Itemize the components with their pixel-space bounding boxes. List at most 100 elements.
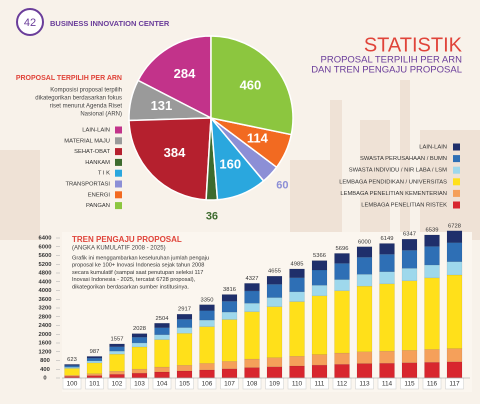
x-tick-label: 112	[337, 381, 348, 388]
x-tick-label: 109	[269, 381, 280, 388]
bar-segment	[109, 343, 125, 347]
y-tick-label: 1600	[39, 341, 52, 347]
bar-total-label: 2504	[156, 316, 170, 322]
bar-segment	[244, 283, 260, 292]
bar-segment	[131, 346, 148, 370]
bar-segment	[424, 264, 440, 279]
x-tick-label: 115	[404, 381, 415, 388]
bar-total-label: 1557	[111, 336, 124, 342]
bar-segment	[311, 295, 328, 355]
bar-segment	[356, 274, 373, 287]
legend-swatch	[115, 169, 122, 177]
bar-segment	[199, 319, 215, 327]
bar-total-label: 6347	[403, 232, 416, 238]
bar-segment	[221, 319, 238, 362]
bar-segment	[221, 311, 238, 320]
bar-segment	[424, 362, 440, 379]
bar-segment	[154, 327, 170, 335]
bar-segment	[86, 360, 103, 364]
bar-total-label: 5696	[336, 246, 349, 252]
bar-segment	[311, 260, 328, 271]
bar-segment	[109, 353, 125, 372]
bar-total-label: 2917	[178, 307, 191, 313]
bar-segment	[109, 374, 125, 379]
page-subtitle: PROPOSAL TERPILIH PER ARN	[321, 55, 463, 66]
pie-subtitle: Komposisi proposal terpilih	[50, 88, 122, 94]
legend-label: MATERIAL MAJU	[64, 138, 110, 144]
x-tick-label: 102	[112, 381, 123, 388]
x-tick-label: 100	[67, 381, 78, 388]
bar-segment	[334, 364, 350, 379]
bar-segment	[424, 246, 440, 266]
bar-segment	[154, 366, 170, 373]
x-tick-label: 105	[179, 381, 190, 388]
bar-segment	[266, 297, 283, 307]
bar-total-label: 987	[90, 349, 100, 355]
bar-segment	[221, 368, 238, 379]
bar-segment	[176, 319, 193, 328]
x-tick-label: 106	[202, 381, 213, 388]
x-tick-label: 101	[89, 381, 100, 388]
bar-segment	[266, 366, 283, 379]
bar-segment	[356, 351, 373, 364]
bar-total-label: 3816	[223, 287, 236, 293]
bar-total-label: 5366	[313, 253, 326, 259]
bar-total-label: 4985	[291, 261, 304, 267]
bar-segment	[446, 361, 463, 379]
bar-total-label: 623	[67, 357, 77, 363]
bar-total-label: 6000	[358, 239, 371, 245]
bar-segment	[334, 352, 350, 365]
bar-annotation: Inovasi Indonesia - 2025, tercatat 6728 …	[72, 277, 196, 283]
bar-total-label: 6149	[381, 236, 394, 242]
bar-segment	[289, 301, 305, 357]
y-tick-label: 4000	[39, 288, 52, 294]
y-tick-label: 0	[43, 376, 46, 382]
pie-slice	[128, 117, 212, 201]
bar-segment	[154, 334, 170, 340]
legend-swatch	[453, 143, 460, 151]
y-tick-label: 5200	[39, 262, 52, 268]
legend-label: HANKAM	[85, 160, 110, 166]
bar-segment	[356, 246, 373, 258]
skyline	[0, 80, 480, 240]
pie-value-label: 460	[240, 77, 262, 92]
x-tick-label: 116	[427, 381, 438, 388]
bar-segment	[109, 346, 125, 352]
bar-segment	[154, 339, 170, 368]
bar-segment	[446, 348, 463, 363]
pie-slice	[210, 35, 294, 136]
x-tick-label: 110	[292, 381, 303, 388]
y-tick-label: 4400	[39, 279, 52, 285]
bar-segment	[356, 257, 373, 275]
y-tick-label: 2000	[39, 332, 52, 338]
bar-segment	[311, 354, 328, 366]
bar-segment	[109, 350, 125, 355]
bar-segment	[64, 365, 80, 368]
legend-swatch	[115, 158, 122, 166]
bar-segment	[176, 333, 193, 366]
bar-segment	[311, 364, 328, 379]
pie-subtitle: riset menurut Agenda Riset	[50, 104, 123, 110]
bar-segment	[221, 294, 238, 302]
bar-segment	[244, 358, 260, 368]
page-number: 42	[24, 17, 36, 29]
legend-swatch	[453, 178, 460, 186]
legend-swatch	[115, 180, 122, 188]
bar-segment	[176, 370, 193, 379]
y-tick-label: 2400	[39, 323, 52, 329]
bar-segment	[446, 242, 463, 262]
x-tick-label: 107	[224, 381, 235, 388]
legend-label: TRANSPORTASI	[65, 182, 110, 188]
bar-annotation: secara kumulatif (sampai saat penutupan …	[72, 270, 203, 276]
bar-segment	[334, 279, 350, 291]
bar-segment	[379, 350, 395, 364]
bar-segment	[199, 310, 215, 321]
bar-segment	[289, 268, 305, 278]
bar-segment	[131, 333, 148, 338]
bar-segment	[199, 369, 215, 379]
x-tick-label: 104	[157, 381, 168, 388]
bar-segment	[424, 234, 440, 247]
bar-segment	[266, 275, 283, 285]
bar-segment	[401, 250, 418, 269]
